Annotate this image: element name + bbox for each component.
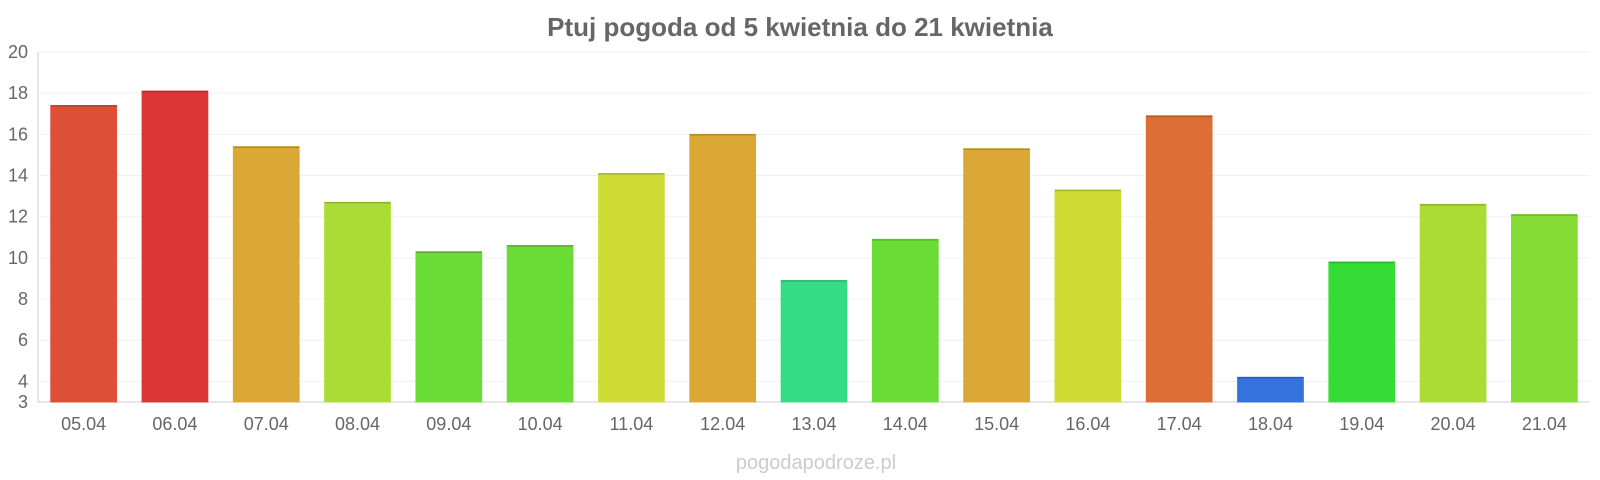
y-tick-label: 16 (8, 124, 28, 144)
y-tick-label: 14 (8, 166, 28, 186)
x-tick-labels: 05.04 06.04 07.04 08.04 09.04 10.04 11.04 12.04… (61, 414, 1567, 434)
y-tick-label: 12 (8, 207, 28, 227)
bar-06.04 (141, 90, 209, 403)
y-tick-label: 3 (18, 392, 28, 412)
x-tick-label: 09.04 (426, 414, 471, 434)
x-tick-label: 11.04 (610, 414, 654, 434)
watermark: pogodapodroze.pl (736, 452, 896, 474)
x-tick-label: 07.04 (244, 414, 289, 434)
y-tick-labels: 34 6 8 10 12 14 16 18 20 (8, 42, 28, 412)
y-tick-label: 4 (18, 371, 28, 391)
bar-21.04 (1510, 214, 1578, 403)
x-tick-label: 06.04 (152, 414, 197, 434)
bar-18.04 (1237, 376, 1304, 403)
bar-08.04 (324, 201, 391, 403)
bar-20.04 (1419, 203, 1487, 403)
bar-07.04 (232, 146, 300, 403)
x-tick-label: 19.04 (1339, 414, 1384, 434)
chart-title: Ptuj pogoda od 5 kwietnia do 21 kwietnia (547, 12, 1053, 42)
bars (50, 90, 1578, 403)
bar-11.04 (598, 172, 665, 403)
bar-10.04 (506, 245, 574, 403)
bar-05.04 (50, 105, 118, 403)
bar-19.04 (1328, 261, 1396, 403)
y-tick-label: 18 (8, 83, 28, 103)
bar-17.04 (1145, 115, 1213, 403)
bar-09.04 (415, 251, 483, 403)
bar-13.04 (780, 280, 848, 403)
x-tick-label: 17.04 (1157, 414, 1202, 434)
x-tick-label: 13.04 (791, 414, 836, 434)
x-tick-label: 10.04 (518, 414, 563, 434)
x-tick-label: 20.04 (1431, 414, 1476, 434)
x-tick-label: 21.04 (1522, 414, 1567, 434)
y-tick-label: 8 (18, 289, 28, 309)
x-tick-label: 15.04 (974, 414, 1019, 434)
y-tick-label: 10 (8, 248, 28, 268)
bar-16.04 (1054, 189, 1122, 403)
y-tick-label: 20 (8, 42, 28, 62)
x-tick-label: 05.04 (61, 414, 106, 434)
x-tick-label: 16.04 (1065, 414, 1110, 434)
x-tick-label: 12.04 (700, 414, 745, 434)
y-tick-label: 6 (18, 330, 28, 350)
bar-12.04 (689, 133, 757, 403)
x-tick-label: 08.04 (335, 414, 380, 434)
x-tick-label: 14.04 (883, 414, 928, 434)
x-tick-label: 18.04 (1248, 414, 1293, 434)
bar-15.04 (963, 148, 1030, 403)
bar-14.04 (871, 238, 939, 403)
